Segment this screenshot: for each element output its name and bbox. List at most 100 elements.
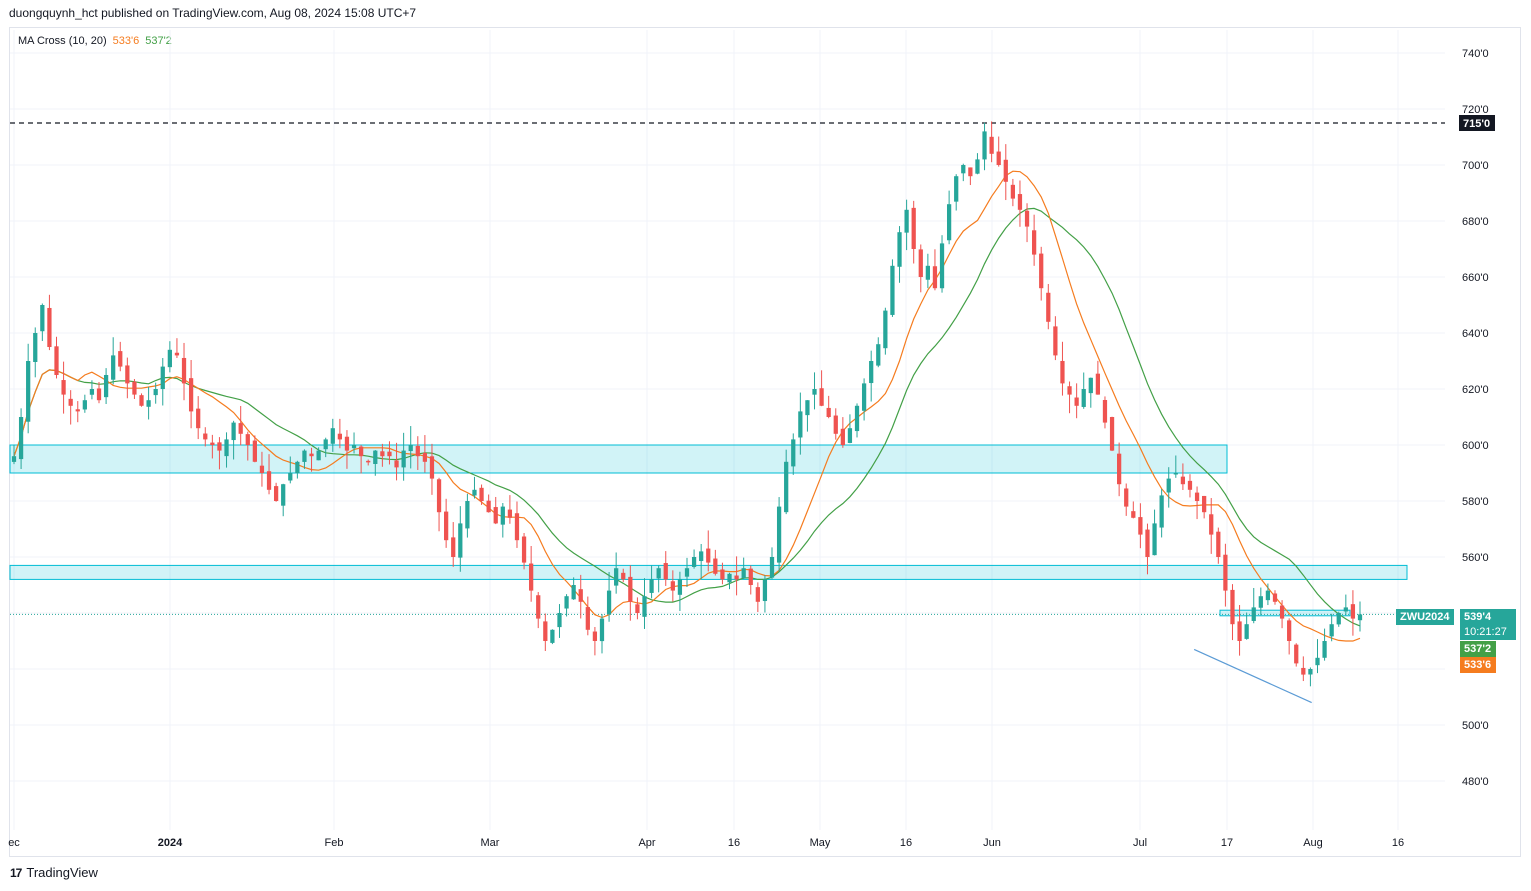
candle-body[interactable] [288, 473, 293, 481]
candle-body[interactable] [1187, 480, 1193, 490]
candle-body[interactable] [1209, 514, 1214, 535]
candle-body[interactable] [302, 450, 307, 462]
candle-body[interactable] [224, 439, 229, 457]
candle-body[interactable] [628, 576, 633, 602]
candle-body[interactable] [954, 176, 959, 202]
candle-body[interactable] [451, 537, 456, 557]
candle-body[interactable] [592, 631, 598, 641]
candle-body[interactable] [1053, 326, 1058, 356]
candle-body[interactable] [1258, 596, 1263, 608]
candle-body[interactable] [1010, 184, 1015, 199]
candle-body[interactable] [1109, 417, 1115, 451]
candle-body[interactable] [571, 585, 576, 600]
candle-body[interactable] [833, 415, 838, 434]
candle-body[interactable] [1301, 667, 1306, 675]
candle-body[interactable] [330, 428, 335, 444]
candle-body[interactable] [925, 265, 930, 280]
candle-body[interactable] [1322, 641, 1327, 658]
candle-body[interactable] [465, 501, 470, 529]
candle-body[interactable] [550, 629, 555, 643]
candle-body[interactable] [713, 558, 718, 574]
candle-body[interactable] [344, 436, 350, 451]
candle-body[interactable] [663, 563, 668, 580]
candle-body[interactable] [323, 439, 328, 450]
candle-body[interactable] [748, 568, 753, 585]
candle-body[interactable] [720, 569, 725, 580]
candle-body[interactable] [1308, 669, 1313, 675]
candle-body[interactable] [1237, 621, 1242, 641]
candle-body[interactable] [1336, 613, 1341, 625]
candle-body[interactable] [1145, 529, 1150, 557]
candle-body[interactable] [181, 357, 187, 384]
candle-body[interactable] [458, 523, 463, 558]
candle-body[interactable] [174, 352, 180, 356]
candle-body[interactable] [309, 453, 314, 457]
candle-body[interactable] [61, 380, 66, 395]
candle-body[interactable] [529, 563, 534, 591]
candle-body[interactable] [266, 471, 272, 490]
candle-body[interactable] [259, 465, 265, 473]
candle-body[interactable] [536, 595, 541, 619]
candle-body[interactable] [415, 445, 420, 457]
candle-body[interactable] [146, 400, 151, 407]
candle-body[interactable] [904, 209, 909, 233]
candle-body[interactable] [1017, 194, 1023, 210]
candle-body[interactable] [245, 434, 250, 445]
candle-body[interactable] [139, 395, 144, 406]
candle-body[interactable] [1251, 607, 1256, 621]
candle-body[interactable] [111, 355, 116, 380]
candle-body[interactable] [1003, 159, 1008, 182]
candle-body[interactable] [479, 487, 484, 501]
candle-body[interactable] [252, 440, 257, 462]
candle-body[interactable] [699, 551, 704, 562]
candle-body[interactable] [82, 400, 87, 410]
candle-body[interactable] [812, 389, 817, 395]
candle-body[interactable] [670, 581, 675, 591]
candle-body[interactable] [1173, 473, 1178, 475]
candle-body[interactable] [500, 506, 505, 525]
candle-body[interactable] [932, 266, 938, 289]
candle-body[interactable] [1095, 373, 1101, 395]
candle-body[interactable] [989, 136, 994, 154]
candle-body[interactable] [1088, 377, 1093, 394]
candle-body[interactable] [1166, 478, 1171, 493]
indicator-legend[interactable]: MA Cross (10, 20) 533'6 537'2 [18, 35, 172, 47]
candle-body[interactable] [153, 389, 158, 396]
candle-body[interactable] [231, 422, 236, 441]
candle-body[interactable] [1272, 593, 1278, 602]
candle-body[interactable] [961, 165, 966, 174]
candle-body[interactable] [1202, 495, 1207, 513]
candle-body[interactable] [1194, 492, 1200, 501]
candle-body[interactable] [40, 305, 45, 332]
candle-body[interactable] [769, 557, 775, 578]
candle-body[interactable] [656, 568, 661, 579]
candle-body[interactable] [1244, 624, 1249, 639]
candle-body[interactable] [103, 375, 109, 398]
candle-body[interactable] [946, 204, 952, 241]
candle-body[interactable] [826, 407, 831, 417]
candle-body[interactable] [401, 450, 406, 468]
candle-body[interactable] [1102, 399, 1108, 423]
candle-body[interactable] [1081, 389, 1086, 407]
candle-body[interactable] [706, 548, 711, 563]
candle-body[interactable] [521, 536, 527, 563]
candle-body[interactable] [132, 381, 137, 395]
candle-body[interactable] [47, 307, 52, 347]
candle-body[interactable] [1067, 386, 1072, 395]
candle-body[interactable] [1074, 397, 1079, 406]
candle-body[interactable] [1152, 523, 1157, 556]
candle-body[interactable] [1131, 511, 1136, 518]
candle-body[interactable] [1039, 253, 1044, 289]
candle-body[interactable] [1046, 292, 1051, 322]
candle-body[interactable] [422, 452, 428, 462]
candle-body[interactable] [918, 249, 923, 277]
candle-body[interactable] [1124, 488, 1129, 507]
candle-body[interactable] [514, 513, 520, 541]
candle-body[interactable] [621, 572, 626, 580]
candle-body[interactable] [897, 232, 902, 267]
candle-body[interactable] [33, 333, 38, 362]
candle-body[interactable] [982, 131, 987, 160]
candle-body[interactable] [1180, 476, 1186, 485]
candle-body[interactable] [188, 378, 194, 412]
candle-body[interactable] [741, 568, 746, 579]
